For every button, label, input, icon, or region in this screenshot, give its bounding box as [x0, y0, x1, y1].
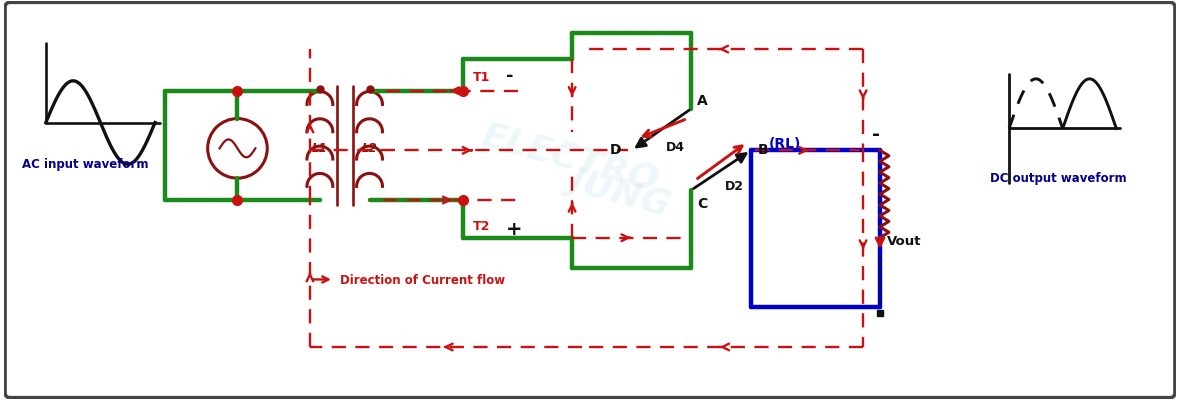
Text: A: A [697, 94, 708, 108]
Text: D: D [610, 143, 622, 157]
Text: -: - [505, 67, 513, 85]
Text: JUNG: JUNG [565, 162, 674, 222]
Text: D4: D4 [666, 141, 684, 154]
Text: T2: T2 [473, 220, 490, 233]
Text: AC input waveform: AC input waveform [22, 158, 149, 171]
Text: -: - [872, 126, 880, 144]
Text: Vout: Vout [887, 235, 922, 248]
Text: T1: T1 [473, 71, 490, 84]
Text: B: B [758, 143, 768, 157]
Text: L2: L2 [362, 142, 378, 155]
Text: DC output waveform: DC output waveform [990, 172, 1127, 185]
Text: D2: D2 [725, 180, 745, 193]
FancyBboxPatch shape [5, 2, 1175, 398]
Text: (RL): (RL) [768, 137, 801, 151]
Text: ELECTRO: ELECTRO [478, 118, 662, 198]
Text: Direction of Current flow: Direction of Current flow [340, 274, 505, 288]
Text: L1: L1 [312, 142, 328, 155]
Text: +: + [505, 220, 522, 239]
Text: C: C [697, 197, 708, 211]
